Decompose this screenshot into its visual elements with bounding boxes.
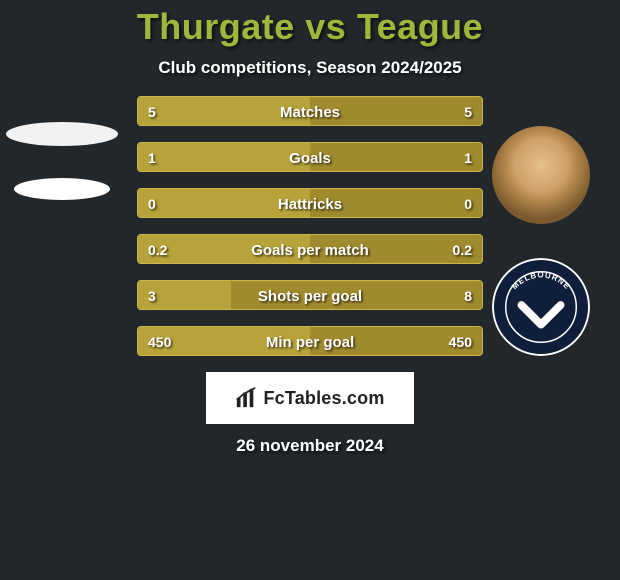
bar-row: 55Matches (137, 96, 483, 126)
club-crest-icon: MELBOURNE (492, 258, 590, 356)
bar-value-left: 3 (148, 281, 156, 310)
page-subtitle: Club competitions, Season 2024/2025 (0, 58, 620, 78)
bar-row: 00Hattricks (137, 188, 483, 218)
bar-value-right: 1 (464, 143, 472, 172)
bar-value-right: 8 (464, 281, 472, 310)
bar-value-left: 0.2 (148, 235, 167, 264)
bar-fill-left (138, 143, 310, 172)
player-head-icon (492, 126, 590, 224)
source-logo: FcTables.com (206, 372, 414, 424)
page-title: Thurgate vs Teague (0, 6, 620, 48)
bar-value-right: 0 (464, 189, 472, 218)
bar-value-left: 5 (148, 97, 156, 126)
bar-value-left: 1 (148, 143, 156, 172)
bar-fill-left (138, 189, 310, 218)
right-player-avatar (492, 126, 590, 224)
source-logo-text: FcTables.com (263, 388, 384, 409)
bar-fill-right (310, 97, 482, 126)
bar-value-left: 450 (148, 327, 171, 356)
bar-fill-left (138, 97, 310, 126)
comparison-panel: Thurgate vs Teague Club competitions, Se… (0, 0, 620, 580)
bar-value-right: 5 (464, 97, 472, 126)
bar-value-right: 450 (449, 327, 472, 356)
date-line: 26 november 2024 (0, 436, 620, 456)
bar-row: 11Goals (137, 142, 483, 172)
bar-value-right: 0.2 (453, 235, 472, 264)
bar-row: 450450Min per goal (137, 326, 483, 356)
bar-fill-right (231, 281, 482, 310)
bars-chart-icon (235, 387, 257, 409)
bar-value-left: 0 (148, 189, 156, 218)
comparison-bars: 55Matches11Goals00Hattricks0.20.2Goals p… (137, 96, 483, 356)
bar-fill-right (310, 189, 482, 218)
right-club-crest: MELBOURNE (492, 258, 590, 356)
bar-row: 0.20.2Goals per match (137, 234, 483, 264)
left-avatar-placeholder-2 (14, 178, 110, 200)
bar-row: 38Shots per goal (137, 280, 483, 310)
bar-fill-right (310, 143, 482, 172)
left-avatar-placeholder-1 (6, 122, 118, 146)
